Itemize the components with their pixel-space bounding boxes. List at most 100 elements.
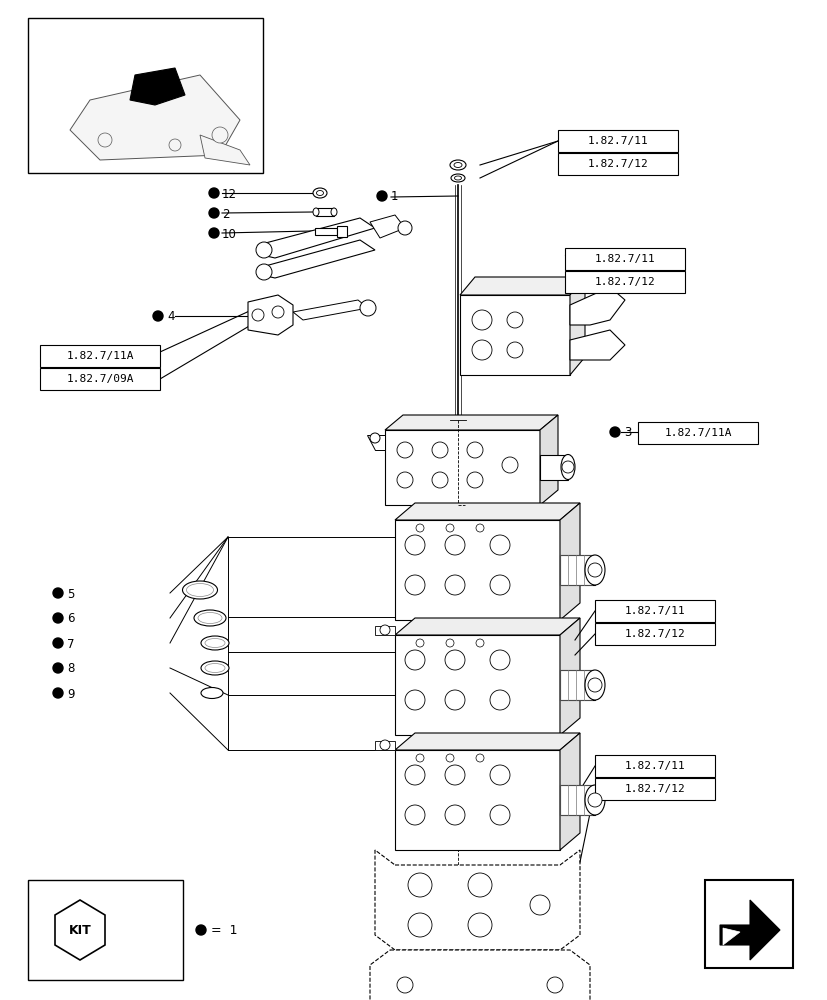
Circle shape [196,925,206,935]
Circle shape [529,895,549,915]
Circle shape [562,461,573,473]
Bar [564,248,684,270]
Circle shape [396,472,413,488]
Circle shape [404,690,424,710]
Circle shape [360,300,375,316]
Circle shape [490,575,509,595]
Circle shape [380,740,390,750]
Text: 12: 12 [222,188,237,200]
Circle shape [444,650,465,670]
Text: 1.82.7/11: 1.82.7/11 [624,606,685,616]
Circle shape [256,264,272,280]
Bar [394,520,559,620]
Circle shape [587,563,601,577]
Circle shape [53,638,63,648]
Bar [460,295,569,375]
Bar [567,785,576,815]
Circle shape [609,427,619,437]
Circle shape [476,754,484,762]
Text: 1.82.7/11: 1.82.7/11 [594,254,655,264]
Polygon shape [394,503,579,520]
Circle shape [53,663,63,673]
Bar [576,670,583,700]
Circle shape [415,639,423,647]
Polygon shape [248,295,293,335]
Circle shape [471,310,491,330]
Text: 1.82.7/11A: 1.82.7/11A [663,428,731,438]
Circle shape [208,188,218,198]
Ellipse shape [313,208,318,216]
Bar [564,271,684,293]
Polygon shape [385,415,557,430]
Circle shape [444,535,465,555]
Bar [40,345,160,367]
Text: KIT: KIT [69,924,91,936]
Bar [583,785,591,815]
Circle shape [466,472,482,488]
Bar [559,670,567,700]
Circle shape [444,765,465,785]
Bar [595,623,715,645]
Bar [567,670,576,700]
Circle shape [415,524,423,532]
Text: 1.82.7/11: 1.82.7/11 [624,761,685,771]
Circle shape [467,913,491,937]
Bar [704,880,792,968]
Text: 1.82.7/11: 1.82.7/11 [587,136,648,146]
Circle shape [251,309,264,321]
Text: 3: 3 [624,426,631,440]
Text: 7: 7 [67,638,74,650]
Circle shape [396,442,413,458]
Bar [40,368,160,390]
Bar [314,228,337,235]
Polygon shape [258,218,375,258]
Text: 1.82.7/12: 1.82.7/12 [594,277,655,287]
Ellipse shape [561,454,574,480]
Circle shape [490,535,509,555]
Bar [595,600,715,622]
Text: 1: 1 [390,190,398,204]
Polygon shape [200,135,250,165]
Ellipse shape [205,664,225,672]
Circle shape [53,613,63,623]
Ellipse shape [186,584,213,596]
Bar [576,555,583,585]
Circle shape [404,650,424,670]
Polygon shape [366,435,385,450]
Circle shape [380,625,390,635]
Bar [559,555,595,585]
Bar [394,750,559,850]
Polygon shape [55,900,105,960]
Circle shape [370,433,380,443]
Polygon shape [394,733,579,750]
Circle shape [476,639,484,647]
Circle shape [396,977,413,993]
Circle shape [466,442,482,458]
Ellipse shape [205,639,225,648]
Text: 5: 5 [67,587,74,600]
Bar [557,153,677,175]
Circle shape [212,127,227,143]
Polygon shape [375,850,579,950]
Ellipse shape [585,555,605,585]
Text: 9: 9 [67,688,74,700]
Circle shape [432,472,447,488]
Ellipse shape [316,190,323,196]
Circle shape [490,765,509,785]
Circle shape [153,311,163,321]
Bar [394,635,559,735]
Circle shape [501,457,518,473]
Bar [28,880,183,980]
Ellipse shape [454,176,461,180]
Circle shape [444,575,465,595]
Ellipse shape [198,612,222,624]
Circle shape [506,312,523,328]
Circle shape [398,221,412,235]
Polygon shape [375,626,394,635]
Bar [28,18,263,173]
Ellipse shape [182,581,218,599]
Bar [595,755,715,777]
Bar [559,555,567,585]
Circle shape [490,650,509,670]
Polygon shape [375,741,394,750]
